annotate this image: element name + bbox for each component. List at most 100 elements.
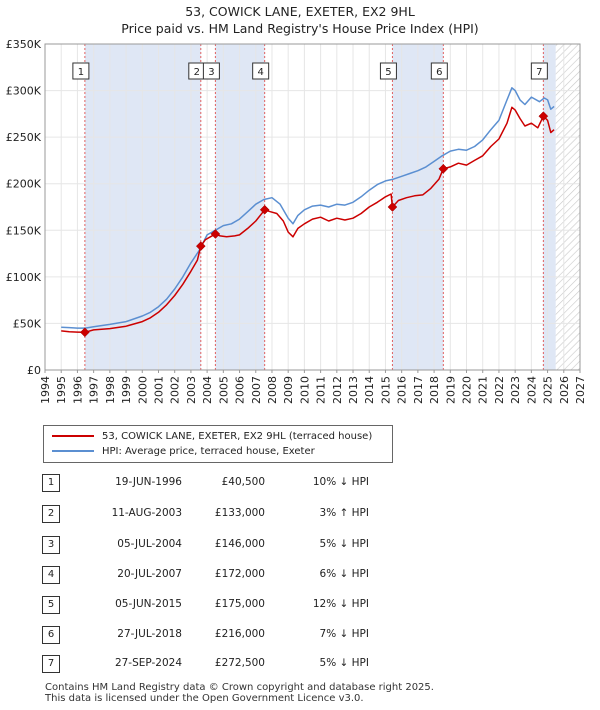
- sale-number: 1: [42, 474, 60, 492]
- sale-price: £216,000: [214, 628, 265, 640]
- y-tick-label: £50K: [13, 317, 42, 330]
- sale-date: 11-AUG-2003: [111, 507, 182, 519]
- legend-item-hpi: HPI: Average price, terraced house, Exet…: [52, 445, 315, 459]
- footer: Contains HM Land Registry data © Crown c…: [45, 682, 434, 704]
- x-tick-label: 1997: [88, 376, 101, 404]
- sale-number-label: 2: [194, 67, 200, 78]
- x-tick-label: 2000: [136, 376, 149, 404]
- x-tick-label: 2014: [363, 376, 376, 404]
- sale-number-box: [530, 62, 548, 80]
- x-tick-label: 2003: [185, 376, 198, 404]
- x-tick-label: 2007: [250, 376, 263, 404]
- sale-point: [195, 241, 206, 251]
- x-tick-label: 2024: [525, 376, 538, 404]
- sales-row: 5 05-JUN-2015 £175,000 12% ↓ HPI: [0, 596, 600, 614]
- x-tick-label: 1995: [55, 376, 68, 404]
- sale-price: £175,000: [214, 598, 265, 610]
- footer-line-2: This data is licensed under the Open Gov…: [45, 693, 364, 704]
- sale-number: 6: [42, 626, 60, 644]
- legend: 53, COWICK LANE, EXETER, EX2 9HL (terrac…: [43, 425, 393, 463]
- sale-price: £272,500: [214, 657, 265, 669]
- sale-hpi-diff: 12% ↓ HPI: [312, 598, 369, 610]
- y-tick-label: £250K: [6, 131, 42, 144]
- shaded-period: [543, 44, 556, 370]
- x-tick-label: 1994: [39, 376, 52, 404]
- sale-point: [538, 111, 549, 122]
- legend-label-hpi: HPI: Average price, terraced house, Exet…: [102, 446, 315, 457]
- sale-number: 4: [42, 566, 60, 584]
- x-tick-label: 2010: [298, 376, 311, 404]
- x-tick-label: 2008: [266, 376, 279, 404]
- sale-hpi-diff: 5% ↓ HPI: [319, 657, 369, 669]
- x-tick-label: 2021: [477, 376, 490, 404]
- sale-number-label: 5: [385, 67, 391, 78]
- x-tick-label: 1999: [120, 376, 133, 404]
- x-tick-label: 2023: [509, 376, 522, 404]
- sale-number: 5: [42, 596, 60, 614]
- x-tick-label: 2002: [169, 376, 182, 404]
- legend-label-property: 53, COWICK LANE, EXETER, EX2 9HL (terrac…: [102, 431, 373, 442]
- sale-date: 19-JUN-1996: [115, 476, 182, 488]
- x-tick-label: 2009: [282, 376, 295, 404]
- sale-number: 3: [42, 536, 60, 554]
- sale-date: 27-JUL-2018: [117, 628, 182, 640]
- sale-number-label: 3: [208, 67, 214, 78]
- x-tick-label: 2026: [558, 376, 571, 404]
- sale-number-label: 4: [257, 67, 263, 78]
- y-tick-label: £0: [27, 364, 41, 377]
- hpi-line: [61, 87, 555, 329]
- x-tick-label: 2006: [234, 376, 247, 404]
- sale-point: [80, 327, 90, 338]
- legend-swatch-hpi: [52, 450, 94, 452]
- x-tick-label: 2022: [493, 376, 506, 404]
- sale-point: [438, 163, 449, 174]
- sale-price: £40,500: [221, 476, 265, 488]
- sale-hpi-diff: 6% ↓ HPI: [319, 568, 369, 580]
- y-tick-label: £350K: [6, 38, 42, 51]
- sales-row: 6 27-JUL-2018 £216,000 7% ↓ HPI: [0, 626, 600, 644]
- hatched-region: [555, 44, 580, 370]
- sale-number-box: [72, 62, 90, 80]
- sale-number-box: [379, 62, 397, 80]
- sale-date: 05-JUL-2004: [117, 538, 182, 550]
- x-tick-label: 2017: [412, 376, 425, 404]
- sale-date: 20-JUL-2007: [117, 568, 182, 580]
- x-tick-label: 2027: [574, 376, 587, 404]
- sale-number-label: 7: [536, 67, 542, 78]
- plot-frame: [44, 43, 581, 371]
- sale-number: 7: [42, 655, 60, 673]
- sale-price: £172,000: [214, 568, 265, 580]
- x-tick-label: 2013: [347, 376, 360, 404]
- sale-number-label: 6: [436, 67, 442, 78]
- x-tick-label: 2001: [152, 376, 165, 404]
- footer-line-1: Contains HM Land Registry data © Crown c…: [45, 682, 434, 693]
- legend-swatch-property: [52, 435, 94, 437]
- sale-number: 2: [42, 505, 60, 523]
- sale-price: £146,000: [214, 538, 265, 550]
- x-tick-label: 2011: [315, 376, 328, 404]
- sale-hpi-diff: 3% ↑ HPI: [319, 507, 369, 519]
- property-price-line: [61, 106, 555, 334]
- sales-row: 7 27-SEP-2024 £272,500 5% ↓ HPI: [0, 655, 600, 673]
- x-tick-label: 2012: [331, 376, 344, 404]
- sale-point: [210, 229, 221, 239]
- x-tick-label: 1996: [71, 376, 84, 404]
- sale-date: 05-JUN-2015: [115, 598, 182, 610]
- chart-title: 53, COWICK LANE, EXETER, EX2 9HL Price p…: [0, 3, 600, 37]
- sale-hpi-diff: 5% ↓ HPI: [319, 538, 369, 550]
- sale-number-box: [430, 62, 448, 80]
- sale-point: [387, 202, 398, 212]
- x-tick-label: 2025: [542, 376, 555, 404]
- x-tick-label: 2005: [217, 376, 230, 404]
- sales-row: 2 11-AUG-2003 £133,000 3% ↑ HPI: [0, 505, 600, 523]
- x-tick-label: 2016: [396, 376, 409, 404]
- y-tick-label: £100K: [6, 271, 42, 284]
- x-tick-label: 1998: [104, 376, 117, 404]
- sales-row: 3 05-JUL-2004 £146,000 5% ↓ HPI: [0, 536, 600, 554]
- y-tick-label: £150K: [6, 224, 42, 237]
- sales-row: 1 19-JUN-1996 £40,500 10% ↓ HPI: [0, 474, 600, 492]
- x-tick-label: 2020: [461, 376, 474, 404]
- title-line-1: 53, COWICK LANE, EXETER, EX2 9HL: [185, 4, 415, 19]
- sale-point: [259, 204, 270, 215]
- price-chart: £0 £50K £100K £150K £200K £250K £300K £350K 1994…: [6, 38, 587, 404]
